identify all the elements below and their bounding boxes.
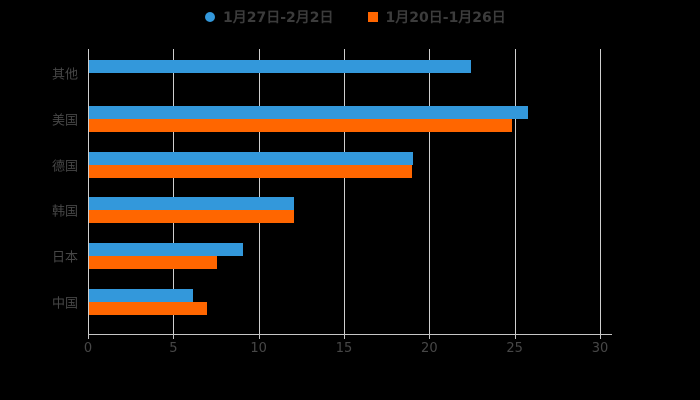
axis-tick-5 bbox=[173, 334, 175, 339]
bar-日本-series-1 bbox=[89, 243, 243, 257]
category-label-4: 韩国 bbox=[51, 204, 78, 220]
bar-德国-series-2 bbox=[89, 164, 412, 178]
legend-circle-marker-icon bbox=[205, 12, 215, 22]
x-tick-label-15: 15 bbox=[335, 341, 353, 356]
axis-tick-15 bbox=[344, 334, 345, 339]
axis-tick-0 bbox=[88, 334, 89, 339]
gridline-x-0 bbox=[88, 49, 89, 334]
axis-tick-25 bbox=[514, 334, 516, 339]
x-tick-label-0: 0 bbox=[83, 341, 93, 356]
bar-其他-series-1 bbox=[89, 60, 472, 73]
axis-tick-30 bbox=[600, 334, 601, 339]
category-label-2: 美国 bbox=[51, 113, 78, 129]
legend-item-jan27-feb2[interactable]: 1月27日-2月2日 bbox=[205, 7, 334, 27]
x-tick-label-20: 20 bbox=[421, 341, 438, 356]
category-label-6: 中国 bbox=[51, 296, 78, 312]
bar-中国-series-1 bbox=[89, 289, 194, 302]
bar-日本-series-2 bbox=[89, 256, 217, 270]
legend-item-jan20-jan26[interactable]: 1月20日-1月26日 bbox=[367, 7, 506, 27]
bar-韩国-series-1 bbox=[89, 197, 294, 211]
category-label-5: 日本 bbox=[51, 250, 78, 266]
category-label-1: 其他 bbox=[51, 67, 78, 83]
x-tick-label-30: 30 bbox=[591, 341, 609, 356]
bar-德国-series-1 bbox=[89, 151, 414, 165]
gridline-x-15 bbox=[344, 49, 345, 334]
legend: 1月27日-2月2日 1月20日-1月26日 bbox=[205, 7, 506, 27]
bar-中国-series-2 bbox=[89, 302, 207, 315]
gridline-x-20 bbox=[429, 49, 431, 334]
bar-美国-series-1 bbox=[89, 105, 528, 119]
gridline-x-30 bbox=[600, 49, 601, 334]
bar-韩国-series-2 bbox=[89, 210, 294, 224]
gridline-x-10 bbox=[258, 49, 260, 334]
category-label-3: 德国 bbox=[51, 159, 78, 175]
legend-label-jan20-jan26: 1月20日-1月26日 bbox=[385, 10, 506, 26]
x-axis-line bbox=[88, 334, 612, 335]
gridline-x-5 bbox=[173, 49, 175, 334]
axis-tick-10 bbox=[258, 334, 260, 339]
gridline-x-25 bbox=[514, 49, 516, 334]
legend-square-marker-icon bbox=[367, 12, 378, 22]
x-tick-label-10: 10 bbox=[250, 341, 267, 356]
bar-美国-series-2 bbox=[89, 118, 513, 132]
axis-tick-20 bbox=[429, 334, 431, 339]
x-tick-label-25: 25 bbox=[506, 341, 523, 356]
x-tick-label-5: 5 bbox=[169, 341, 178, 356]
legend-label-jan27-feb2: 1月27日-2月2日 bbox=[223, 10, 334, 26]
